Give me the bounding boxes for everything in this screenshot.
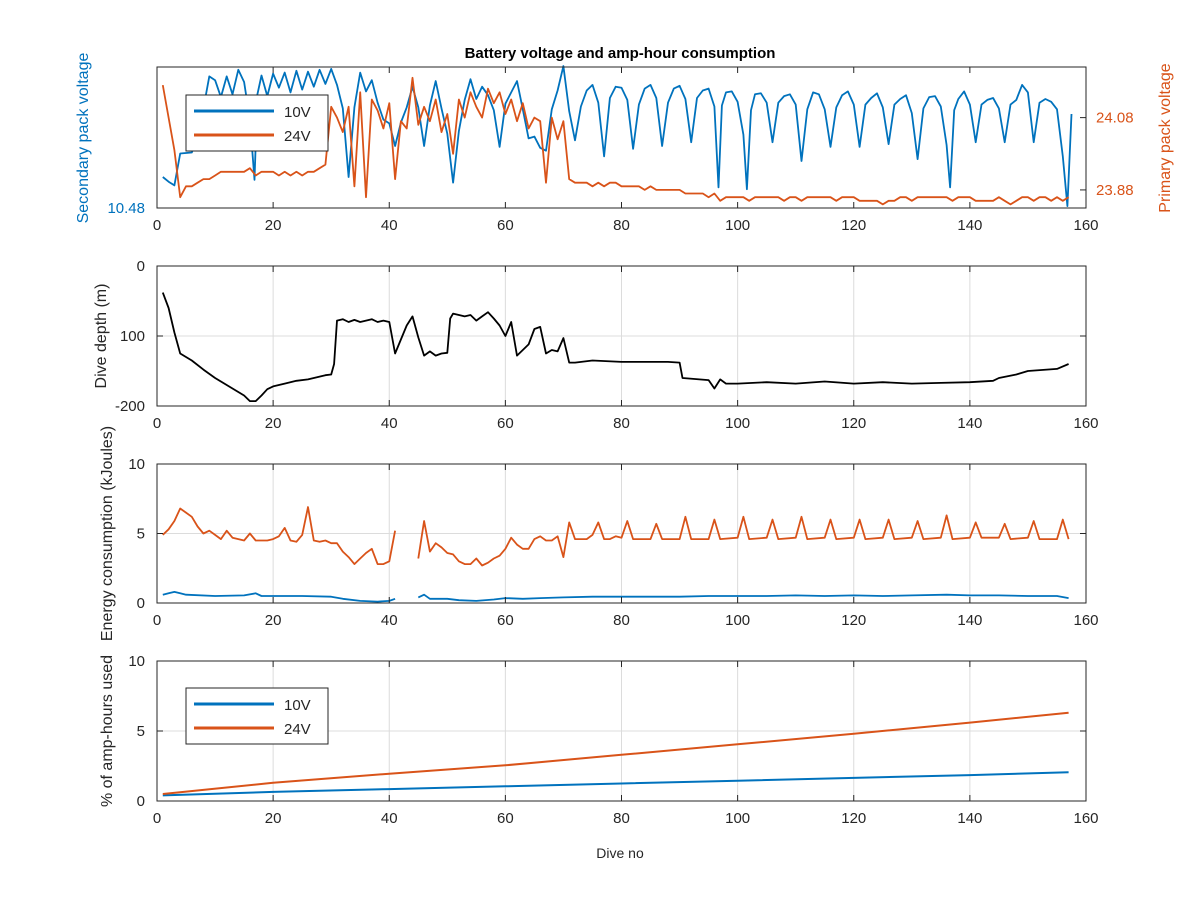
x-tick-label: 40	[381, 217, 398, 234]
x-tick-label: 120	[841, 415, 866, 432]
x-tick-label: 60	[497, 810, 514, 827]
x-tick-label: 80	[613, 217, 630, 234]
x-tick-label: 140	[957, 415, 982, 432]
y-tick-label: 0	[137, 793, 145, 810]
series-line-24v	[162, 711, 1069, 795]
x-tick-label: 20	[265, 612, 282, 629]
x-tick-label: 40	[381, 415, 398, 432]
y-tick-label: 0	[137, 595, 145, 612]
x-tick-label: 120	[841, 810, 866, 827]
chart-title: Battery voltage and amp-hour consumption	[465, 45, 776, 62]
subplot-1: 0 20 40 60 80 100 120 140 160 10.48 23.88 24.08 Seco…	[75, 53, 1174, 234]
x-tick-label: 160	[1073, 415, 1098, 432]
legend-label-10v: 10V	[284, 697, 311, 714]
x-tick-label: 140	[957, 612, 982, 629]
y-tick-label-left: 10.48	[107, 200, 145, 217]
x-tick-label: 20	[265, 217, 282, 234]
legend-label-24v: 24V	[284, 128, 311, 145]
x-tick-label: 80	[613, 415, 630, 432]
x-tick-label: 100	[725, 415, 750, 432]
series-line-24v-segment-1	[162, 506, 396, 565]
legend-box	[185, 94, 329, 152]
x-tick-label: 0	[153, 217, 161, 234]
y-tick-label: 10	[128, 456, 145, 473]
subplot-3: 0 20 40 60 80 100 120 140 160 0 5 10 Energy consumpt…	[99, 426, 1099, 641]
x-tick-label: 100	[725, 217, 750, 234]
series-line-10v-segment-1	[162, 591, 396, 603]
y-tick-label: 5	[137, 526, 145, 543]
x-tick-label: 0	[153, 612, 161, 629]
legend-label-10v: 10V	[284, 104, 311, 121]
x-tick-label: 140	[957, 810, 982, 827]
x-tick-label: 20	[265, 415, 282, 432]
series-line-10v-segment-2	[417, 593, 1069, 602]
y-axis-label-left: Secondary pack voltage	[75, 53, 92, 224]
x-tick-label: 0	[153, 415, 161, 432]
x-tick-label: 80	[613, 612, 630, 629]
x-tick-label: 60	[497, 612, 514, 629]
x-axis-label: Dive no	[596, 845, 644, 861]
x-tick-label: 120	[841, 612, 866, 629]
series-line-depth	[161, 292, 1069, 402]
x-tick-label: 0	[153, 810, 161, 827]
y-axis-label-right: Primary pack voltage	[1157, 63, 1174, 212]
legend-label-24v: 24V	[284, 721, 311, 738]
x-tick-label: 100	[725, 810, 750, 827]
y-axis-label: % of amp-hours used	[99, 655, 116, 807]
y-tick-label: 5	[137, 723, 145, 740]
subplot-4: 0 20 40 60 80 100 120 140 160 0 5 10 % of amp-hours …	[99, 653, 1099, 827]
subplot-2: 0 20 40 60 80 100 120 140 160 0 100 -200 Dive depth …	[93, 258, 1099, 432]
x-tick-label: 80	[613, 810, 630, 827]
x-tick-label: 40	[381, 810, 398, 827]
x-tick-label: 160	[1073, 612, 1098, 629]
y-tick-label-right: 24.08	[1096, 110, 1134, 127]
legend-box	[185, 687, 329, 745]
y-tick-label: 10	[128, 653, 145, 670]
y-tick-label: -200	[115, 398, 145, 415]
series-line-24v	[161, 76, 1070, 206]
x-tick-label: 120	[841, 217, 866, 234]
y-tick-label-right: 23.88	[1096, 182, 1134, 199]
y-axis-label: Dive depth (m)	[93, 284, 110, 389]
x-tick-label: 60	[497, 415, 514, 432]
series-line-24v-segment-2	[417, 514, 1070, 567]
x-tick-label: 40	[381, 612, 398, 629]
x-tick-label: 20	[265, 810, 282, 827]
series-line-10v	[162, 771, 1069, 797]
x-tick-label: 140	[957, 217, 982, 234]
x-tick-label: 160	[1073, 217, 1098, 234]
x-tick-label: 100	[725, 612, 750, 629]
y-tick-label: 100	[120, 328, 145, 345]
y-axis-label: Energy consumption (kJoules)	[99, 426, 116, 641]
x-tick-label: 60	[497, 217, 514, 234]
series-line-10v	[162, 65, 1073, 207]
x-tick-label: 160	[1073, 810, 1098, 827]
y-tick-label: 0	[137, 258, 145, 275]
